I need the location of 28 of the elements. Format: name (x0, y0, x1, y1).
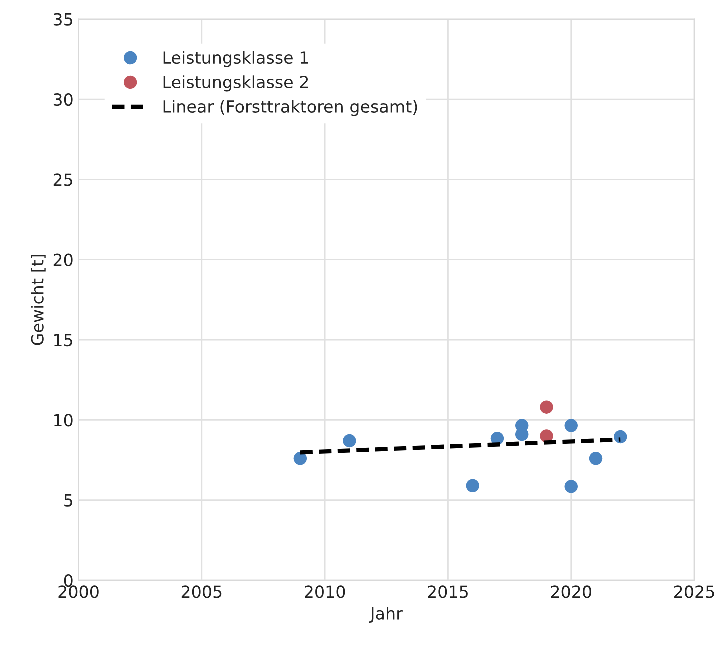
y-tick-label: 25 (54, 174, 72, 186)
legend-label: Linear (Forsttraktoren gesamt) (164, 100, 418, 116)
point (466, 479, 480, 493)
y-tick-label: 5 (64, 494, 72, 507)
point (564, 480, 578, 494)
point (343, 434, 356, 448)
x-tick-label: 2015 (428, 586, 468, 598)
point (540, 400, 554, 414)
y-tick-label: 35 (54, 13, 72, 26)
x-tick-label: 2000 (58, 586, 99, 598)
legend-label: Leistungsklasse 2 (164, 76, 308, 92)
point (294, 452, 308, 466)
point (614, 430, 628, 444)
point (516, 428, 529, 442)
y-tick-label: 15 (54, 334, 72, 347)
point (564, 419, 578, 432)
y-tick-label: 30 (54, 93, 73, 106)
point (589, 452, 603, 466)
y-tick-label: 20 (54, 254, 73, 266)
x-tick-label: 2005 (182, 586, 222, 598)
x-tick-label: 2025 (674, 586, 714, 598)
y-axis-title: Gewicht [t] (31, 255, 46, 346)
x-axis-title: Jahr (370, 607, 403, 624)
legend-label: Leistungsklasse 1 (164, 51, 308, 68)
y-tick-label: 10 (54, 414, 73, 427)
y-tick-label: 0 (64, 574, 73, 588)
x-tick-label: 2020 (551, 586, 592, 598)
x-tick-label: 2010 (305, 586, 346, 598)
